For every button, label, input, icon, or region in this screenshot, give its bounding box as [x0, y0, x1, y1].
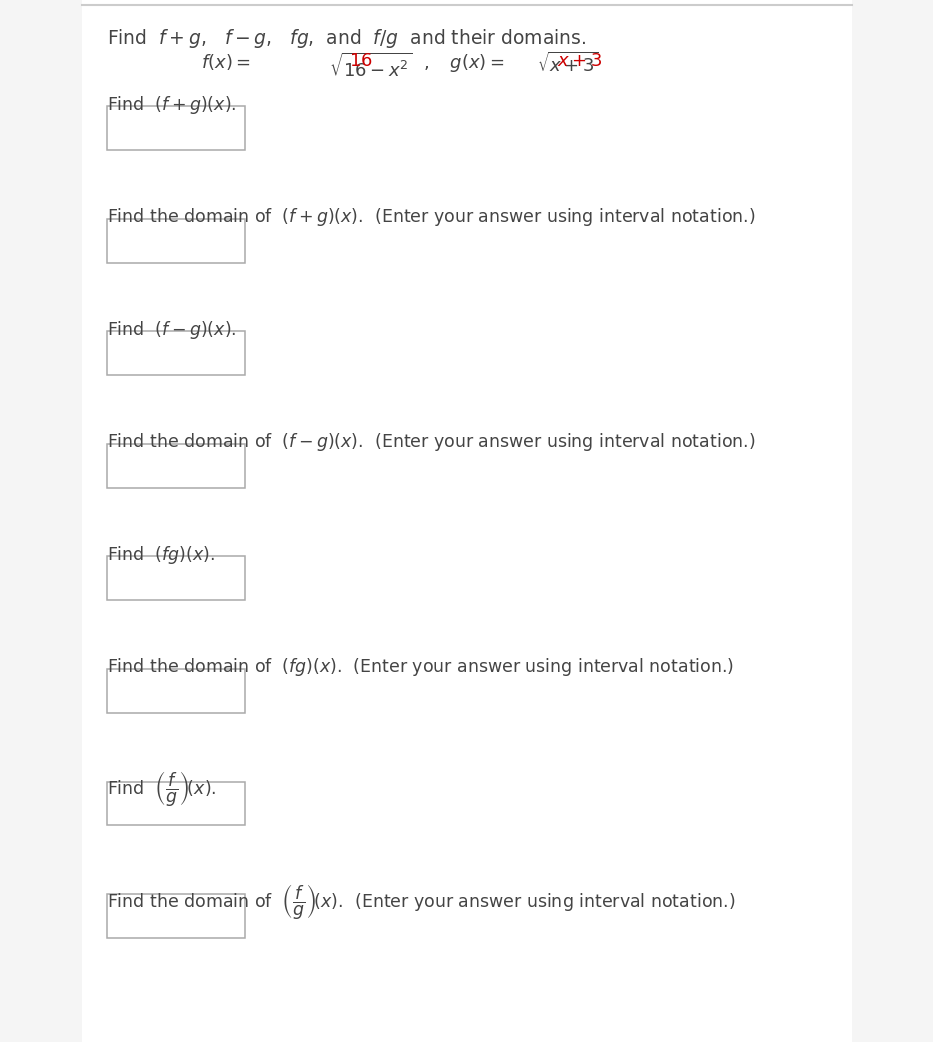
FancyBboxPatch shape — [82, 0, 852, 1042]
Text: $\sqrt{16 - x^2}$: $\sqrt{16 - x^2}$ — [329, 52, 413, 80]
Text: Find  $(fg)(x)$.: Find $(fg)(x)$. — [107, 544, 216, 566]
FancyBboxPatch shape — [107, 782, 245, 825]
Text: Find  $\left(\dfrac{f}{g}\right)\!(x)$.: Find $\left(\dfrac{f}{g}\right)\!(x)$. — [107, 769, 216, 808]
FancyBboxPatch shape — [107, 444, 245, 488]
Text: $16$: $16$ — [349, 52, 373, 70]
FancyBboxPatch shape — [107, 219, 245, 263]
Text: Find  $(f + g)(x)$.: Find $(f + g)(x)$. — [107, 94, 237, 116]
FancyBboxPatch shape — [107, 331, 245, 375]
Text: Find the domain of  $\left(\dfrac{f}{g}\right)\!(x)$.  (Enter your answer using : Find the domain of $\left(\dfrac{f}{g}\r… — [107, 882, 736, 920]
Text: Find  $f + g$,   $f - g$,   $fg$,  and  $f/g$  and their domains.: Find $f + g$, $f - g$, $fg$, and $f/g$ a… — [107, 27, 587, 50]
FancyBboxPatch shape — [107, 106, 245, 150]
Text: $x + 3$: $x + 3$ — [557, 52, 602, 70]
FancyBboxPatch shape — [107, 556, 245, 600]
FancyBboxPatch shape — [107, 894, 245, 938]
Text: $\sqrt{x + 3}$: $\sqrt{x + 3}$ — [537, 52, 599, 76]
FancyBboxPatch shape — [107, 669, 245, 713]
Text: Find the domain of  $(f + g)(x)$.  (Enter your answer using interval notation.): Find the domain of $(f + g)(x)$. (Enter … — [107, 206, 756, 228]
Text: $f(x) = $: $f(x) = $ — [201, 52, 250, 72]
Text: Find  $(f - g)(x)$.: Find $(f - g)(x)$. — [107, 319, 237, 341]
Text: Find the domain of  $(fg)(x)$.  (Enter your answer using interval notation.): Find the domain of $(fg)(x)$. (Enter you… — [107, 656, 734, 678]
Text: Find the domain of  $(f - g)(x)$.  (Enter your answer using interval notation.): Find the domain of $(f - g)(x)$. (Enter … — [107, 431, 756, 453]
Text: $,\quad g(x) = $: $,\quad g(x) = $ — [423, 52, 504, 74]
